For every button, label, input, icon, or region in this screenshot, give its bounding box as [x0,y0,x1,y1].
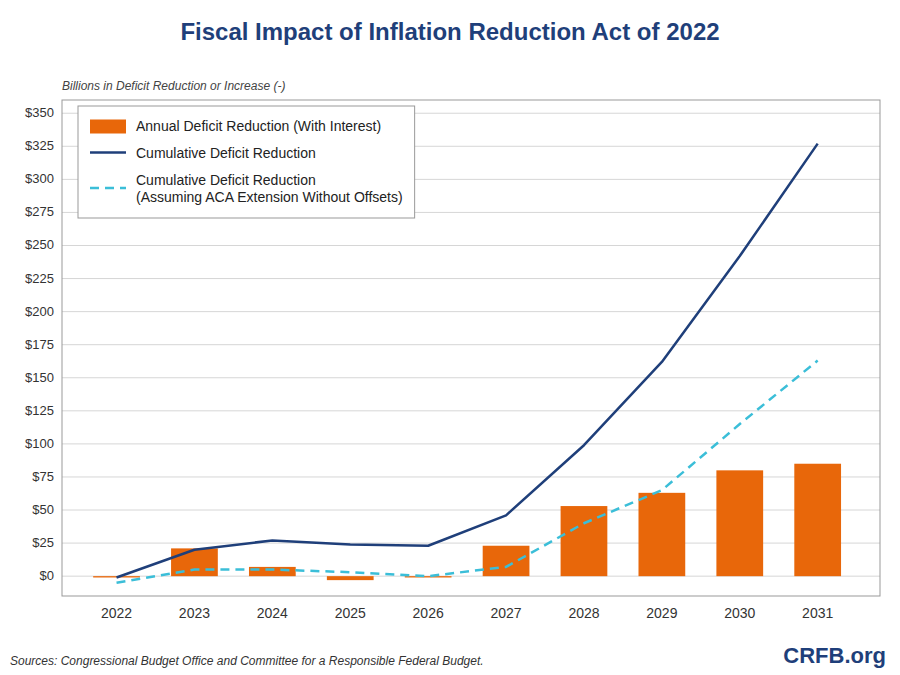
legend-label: Annual Deficit Reduction (With Interest) [136,118,381,134]
y-tick-label: $75 [32,469,54,484]
x-tick-label: 2023 [179,605,210,621]
legend-swatch [90,151,126,154]
y-tick-label: $100 [25,436,54,451]
legend-label-line: Cumulative Deficit Reduction [136,145,316,161]
y-label: Billions in Deficit Reduction or Increas… [62,79,285,93]
x-tick-label: 2024 [257,605,288,621]
legend-swatch [90,120,126,134]
y-tick-label: $350 [25,105,54,120]
legend-label-line: (Assuming ACA Extension Without Offsets) [136,189,403,205]
grid-line [62,344,880,345]
title: Fiscal Impact of Inflation Reduction Act… [180,18,719,45]
grid-line [62,278,880,279]
x-tick-label: 2030 [724,605,755,621]
y-tick-label: $275 [25,204,54,219]
grid-line [62,410,880,411]
grid-line [62,245,880,246]
y-tick-label: $225 [25,271,54,286]
legend-label: Cumulative Deficit Reduction(Assuming AC… [136,172,403,205]
y-tick-label: $300 [25,171,54,186]
bar [638,493,685,576]
grid-line [62,443,880,444]
legend-label: Cumulative Deficit Reduction [136,145,316,161]
bar [249,567,296,576]
y-tick-label: $25 [32,535,54,550]
x-tick-label: 2026 [413,605,444,621]
y-tick-label: $50 [32,502,54,517]
legend-frame [78,106,415,218]
x-tick-label: 2028 [568,605,599,621]
legend-label-line: Annual Deficit Reduction (With Interest) [136,118,381,134]
line [117,361,818,583]
x-tick-label: 2029 [646,605,677,621]
chart: Fiscal Impact of Inflation Reduction Act… [0,0,900,675]
x-tick-label: 2025 [335,605,366,621]
x-tick-label: 2031 [802,605,833,621]
x-tick-label: 2022 [101,605,132,621]
y-tick-label: $325 [25,138,54,153]
grid-line [62,311,880,312]
legend: Annual Deficit Reduction (With Interest)… [78,106,415,218]
y-tick-label: $0 [40,568,54,583]
bar [716,470,763,576]
source-note: Sources: Congressional Budget Office and… [10,654,484,668]
y-tick-label: $150 [25,370,54,385]
plot-frame [62,100,880,596]
y-tick-label: $250 [25,237,54,252]
bar [405,576,452,577]
bar [327,576,374,580]
grid [62,113,880,576]
y-tick-label: $200 [25,304,54,319]
legend-label-line: Cumulative Deficit Reduction [136,172,316,188]
y-tick-label: $175 [25,337,54,352]
bar [483,546,530,576]
y-tick-label: $125 [25,403,54,418]
brand-note: CRFB.org [783,643,886,668]
bar [794,464,841,576]
grid-line [62,377,880,378]
legend-swatch [90,187,126,190]
x-tick-label: 2027 [490,605,521,621]
